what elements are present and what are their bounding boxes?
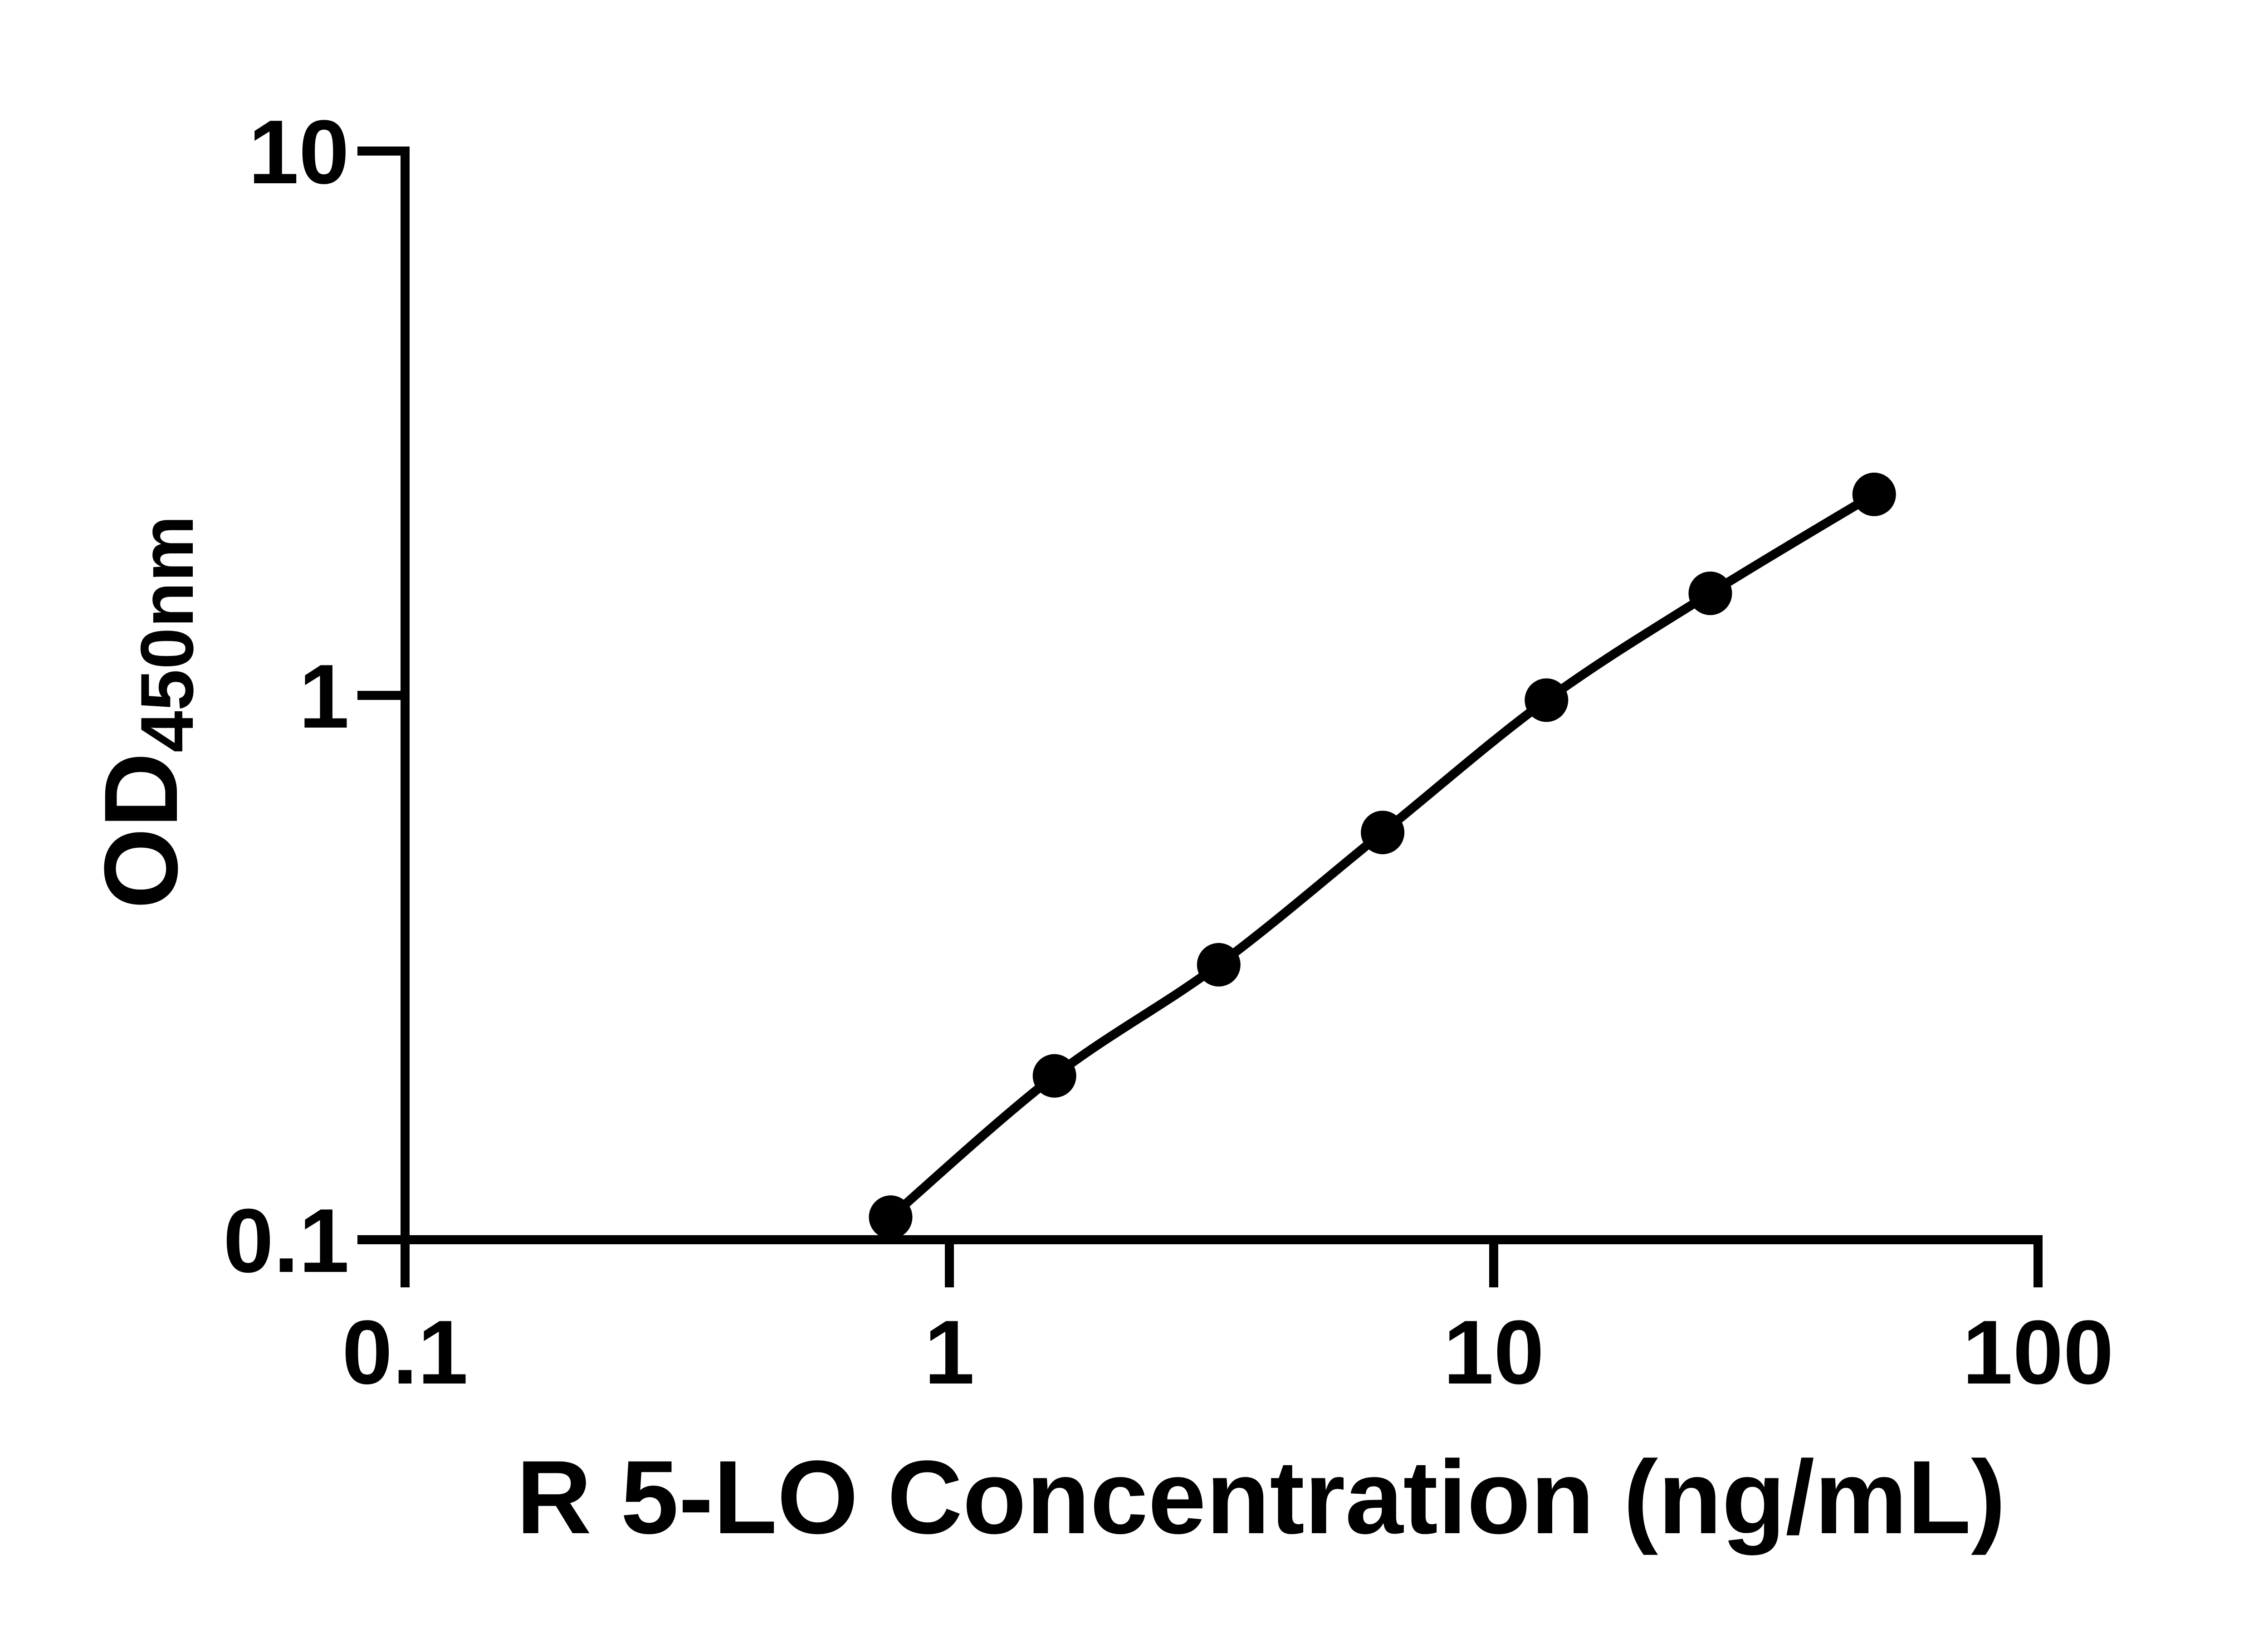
- x-tick-label: 10: [1443, 1302, 1544, 1403]
- y-axis-title: OD450nm: [83, 515, 209, 909]
- y-tick-labels: 10 1 0.1: [223, 102, 349, 1291]
- data-point: [869, 1195, 913, 1239]
- x-tick-label: 1: [924, 1302, 974, 1403]
- y-axis: [357, 147, 410, 1244]
- x-tick-labels: 0.1 1 10 100: [342, 1302, 2114, 1403]
- y-tick-label: 0.1: [223, 1190, 349, 1291]
- data-point: [1361, 811, 1405, 855]
- data-points: [869, 472, 1896, 1239]
- data-point: [1852, 472, 1896, 516]
- x-tick-label: 0.1: [342, 1302, 468, 1403]
- y-axis-title-subscript: 450nm: [125, 515, 209, 753]
- x-tick-label: 100: [1962, 1302, 2114, 1403]
- data-point: [1688, 572, 1732, 615]
- data-point: [1032, 1054, 1076, 1098]
- x-axis: [401, 1235, 2043, 1287]
- data-point: [1525, 678, 1569, 722]
- y-tick-label: 10: [249, 102, 349, 203]
- y-axis-title-main: OD: [83, 753, 199, 909]
- data-point: [1197, 943, 1241, 987]
- x-axis-title: R 5-LO Concentration (ng/mL): [516, 1439, 2006, 1555]
- y-tick-label: 1: [299, 646, 349, 747]
